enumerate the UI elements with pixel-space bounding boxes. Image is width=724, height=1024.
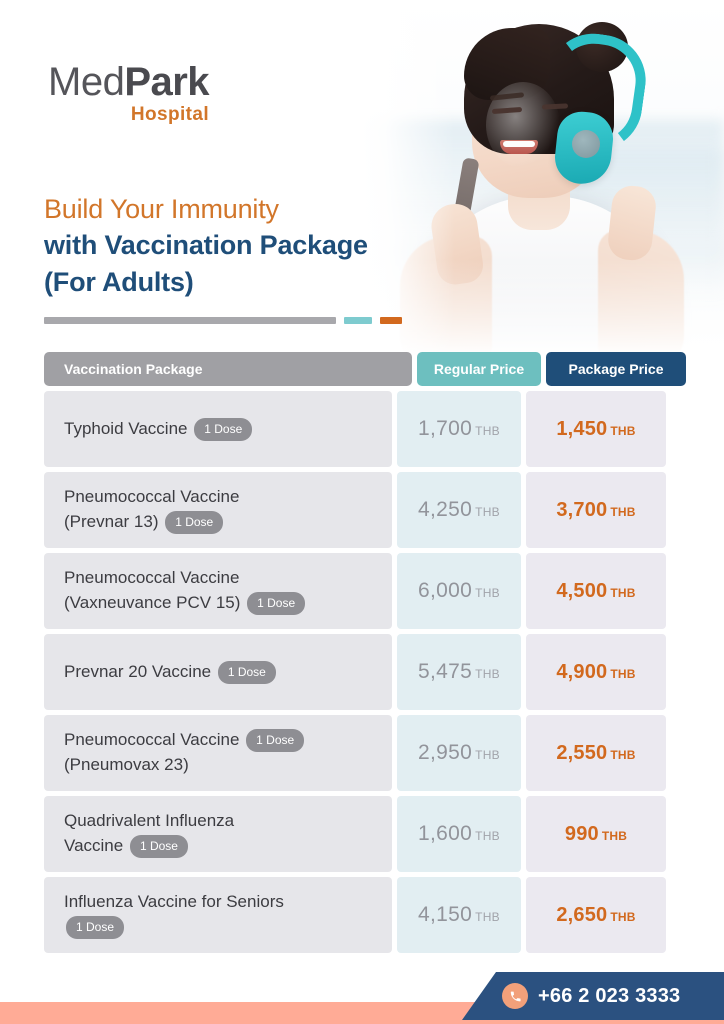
phone-icon [502, 983, 528, 1009]
currency-label: THB [475, 586, 500, 600]
contact-phone-banner[interactable]: +66 2 023 3333 [462, 972, 724, 1020]
column-header-package-price: Package Price [546, 352, 686, 386]
package-price-value: 3,700 THB [556, 498, 636, 521]
divider-segment-gray [44, 317, 336, 324]
dose-badge: 1 Dose [194, 417, 253, 441]
table-header-row: Vaccination Package Regular Price Packag… [44, 352, 686, 386]
vaccine-label: Prevnar 20 Vaccine 1 Dose [64, 660, 278, 685]
phone-number: +66 2 023 3333 [538, 984, 681, 1007]
headline-line-3: (For Adults) [44, 266, 194, 297]
vaccine-label: Pneumococcal Vaccine (Vaxneuvance PCV 15)… [64, 566, 307, 616]
currency-label: THB [610, 909, 636, 924]
table-body: Typhoid Vaccine 1 Dose 1,700 THB 1,450 THB Pn… [44, 391, 680, 953]
vaccine-label: Pneumococcal Vaccine 1 Dose (Pneumovax 23… [64, 728, 306, 777]
hero-photo [360, 0, 724, 360]
divider-segment-teal [344, 317, 372, 324]
cell-package-price: 3,700 THB [526, 472, 666, 548]
dose-badge: 1 Dose [217, 660, 276, 684]
brand-logo: MedPark Hospital [48, 60, 210, 126]
cell-package-price: 4,500 THB [526, 553, 666, 629]
brand-name-part1: Med [48, 60, 125, 104]
cell-regular-price: 6,000 THB [397, 553, 521, 629]
cell-package-price: 990 THB [526, 796, 666, 872]
currency-label: THB [610, 423, 636, 438]
table-row: Influenza Vaccine for Seniors 1 Dose 4,150… [44, 877, 680, 953]
cell-package-price: 2,650 THB [526, 877, 666, 953]
cell-vaccine-name: Pneumococcal Vaccine 1 Dose (Pneumovax 23… [44, 715, 392, 791]
dose-badge: 1 Dose [165, 511, 224, 535]
package-price-value: 4,900 THB [556, 660, 636, 683]
brand-subtitle: Hospital [130, 104, 210, 125]
currency-label: THB [610, 747, 636, 762]
headline-line-2: with Vaccination Package [44, 230, 368, 261]
cell-regular-price: 4,250 THB [397, 472, 521, 548]
package-price-value: 4,500 THB [556, 579, 636, 602]
vaccine-label: Quadrivalent Influenza Vaccine 1 Dose [64, 809, 234, 859]
table-row: Pneumococcal Vaccine (Prevnar 13) 1 Dose 4… [44, 472, 680, 548]
headline-divider [44, 317, 402, 324]
table-row: Pneumococcal Vaccine 1 Dose (Pneumovax 23… [44, 715, 680, 791]
cell-regular-price: 1,600 THB [397, 796, 521, 872]
cell-vaccine-name: Pneumococcal Vaccine (Prevnar 13) 1 Dose [44, 472, 392, 548]
page-headline: Build Your Immunity with Vaccination Pac… [44, 192, 444, 300]
currency-label: THB [610, 504, 636, 519]
package-price-value: 2,650 THB [556, 903, 636, 926]
regular-price-value: 4,150 THB [418, 903, 500, 926]
dose-badge: 1 Dose [246, 729, 305, 753]
package-price-value: 990 THB [564, 822, 628, 845]
dose-badge: 1 Dose [66, 916, 125, 940]
package-price-value: 1,450 THB [556, 417, 636, 440]
currency-label: THB [610, 585, 636, 600]
column-header-regular-price: Regular Price [417, 352, 541, 386]
currency-label: THB [475, 829, 500, 843]
brand-name: MedPark [48, 60, 210, 104]
regular-price-value: 1,700 THB [418, 417, 500, 440]
cell-regular-price: 2,950 THB [397, 715, 521, 791]
regular-price-value: 4,250 THB [418, 498, 500, 521]
cell-regular-price: 4,150 THB [397, 877, 521, 953]
cell-vaccine-name: Prevnar 20 Vaccine 1 Dose [44, 634, 392, 710]
currency-label: THB [601, 828, 628, 843]
currency-label: THB [475, 748, 500, 762]
divider-segment-orange [380, 317, 402, 324]
currency-label: THB [475, 910, 500, 924]
cell-vaccine-name: Quadrivalent Influenza Vaccine 1 Dose [44, 796, 392, 872]
cell-vaccine-name: Typhoid Vaccine 1 Dose [44, 391, 392, 467]
cell-vaccine-name: Pneumococcal Vaccine (Vaxneuvance PCV 15)… [44, 553, 392, 629]
cell-package-price: 1,450 THB [526, 391, 666, 467]
cell-regular-price: 5,475 THB [397, 634, 521, 710]
headline-line-1: Build Your Immunity [44, 194, 279, 224]
table-row: Typhoid Vaccine 1 Dose 1,700 THB 1,450 THB [44, 391, 680, 467]
dose-badge: 1 Dose [247, 592, 306, 616]
vaccination-price-table: Vaccination Package Regular Price Packag… [44, 352, 686, 958]
column-header-package: Vaccination Package [44, 352, 412, 386]
regular-price-value: 2,950 THB [418, 741, 500, 764]
cell-vaccine-name: Influenza Vaccine for Seniors 1 Dose [44, 877, 392, 953]
cell-regular-price: 1,700 THB [397, 391, 521, 467]
cell-package-price: 2,550 THB [526, 715, 666, 791]
dose-badge: 1 Dose [129, 835, 188, 859]
currency-label: THB [475, 667, 500, 681]
hero-fade-overlay [360, 0, 724, 360]
package-price-value: 2,550 THB [556, 741, 636, 764]
currency-label: THB [475, 505, 500, 519]
brand-name-part2: Park [124, 60, 210, 104]
regular-price-value: 5,475 THB [418, 660, 500, 683]
vaccine-label: Pneumococcal Vaccine (Prevnar 13) 1 Dose [64, 485, 239, 535]
regular-price-value: 6,000 THB [418, 579, 500, 602]
vaccine-label: Typhoid Vaccine 1 Dose [64, 417, 254, 442]
cell-package-price: 4,900 THB [526, 634, 666, 710]
table-row: Pneumococcal Vaccine (Vaxneuvance PCV 15)… [44, 553, 680, 629]
table-row: Prevnar 20 Vaccine 1 Dose 5,475 THB 4,900 TH… [44, 634, 680, 710]
vaccine-label: Influenza Vaccine for Seniors 1 Dose [64, 890, 284, 940]
table-row: Quadrivalent Influenza Vaccine 1 Dose 1,60… [44, 796, 680, 872]
regular-price-value: 1,600 THB [418, 822, 500, 845]
currency-label: THB [610, 666, 636, 681]
currency-label: THB [475, 424, 500, 438]
